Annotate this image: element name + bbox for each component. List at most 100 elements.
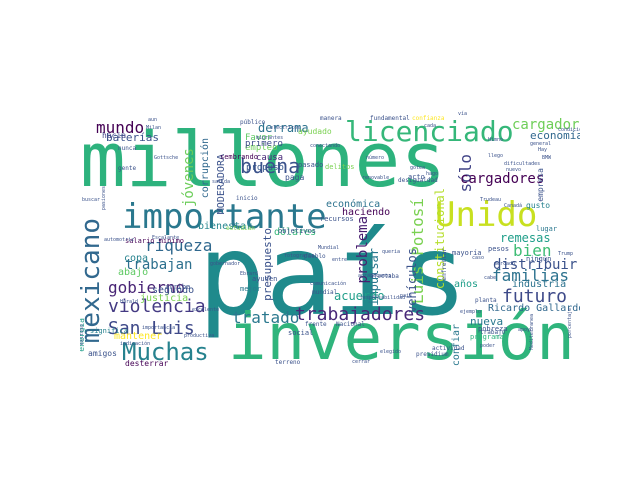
word: tratado (232, 308, 300, 327)
word: salida (212, 179, 231, 185)
word: actividad (432, 345, 465, 352)
word: sembrando (220, 153, 258, 161)
word: Mundial (318, 245, 340, 251)
word: abajo (118, 267, 149, 278)
word: cada (424, 123, 437, 129)
word: nueva (470, 315, 504, 328)
word: millones (80, 115, 447, 204)
word: años (454, 279, 479, 290)
word: fundamental (370, 115, 410, 122)
word: buena (240, 154, 301, 178)
word: objetivos (278, 227, 316, 235)
word: delitos (325, 163, 355, 171)
word: queria (382, 249, 401, 255)
word-cloud: país millones inversión importante Unido… (80, 98, 580, 372)
word: general (530, 141, 552, 147)
word: dólares (274, 227, 317, 238)
word: confianza (412, 115, 445, 122)
word: dificultades (504, 161, 541, 167)
word: terreno (275, 359, 301, 366)
word: programa (470, 333, 504, 341)
word: Harald (120, 299, 139, 305)
word: pais (400, 293, 413, 299)
word: mayoría (452, 249, 482, 257)
word: violencia (108, 296, 206, 317)
word: familias (492, 266, 570, 285)
word: agradecemos (358, 273, 392, 279)
word: derrama (258, 121, 309, 135)
word: responsabilidad (360, 295, 406, 301)
word: bien (513, 241, 552, 260)
word: aun (148, 117, 158, 123)
word: hacia (102, 131, 127, 140)
word: trabajan (125, 257, 193, 273)
word: remesas (500, 231, 551, 245)
word: económica (326, 199, 381, 210)
word: desterrar (125, 359, 169, 368)
word: automotriz (104, 237, 135, 243)
word: cargador (512, 117, 580, 133)
word: Ebrard (240, 271, 259, 277)
word: Gottsche (154, 155, 179, 161)
word: mundial (312, 289, 338, 296)
word: distribuir (493, 257, 578, 273)
word: empresa (536, 168, 545, 202)
word: mantener (114, 331, 163, 342)
word: nunca (118, 145, 137, 152)
word: afectaba (370, 273, 399, 280)
word: propuso (246, 163, 284, 173)
word: excelente (192, 307, 220, 313)
word: Milan (146, 125, 162, 131)
word: industria (512, 279, 567, 290)
word: social (288, 329, 314, 337)
word: significa (90, 327, 128, 335)
word: economía (530, 129, 580, 142)
word: Trudeau (480, 197, 502, 203)
word: renovable (362, 175, 390, 181)
word: jóvenes (181, 148, 197, 208)
word: mejor (240, 285, 262, 293)
word: empleo (245, 143, 278, 153)
word: ayudado (298, 127, 332, 136)
word: frente (305, 321, 327, 328)
word: vía (458, 111, 468, 117)
word: mundo (96, 118, 145, 137)
word: porcentaje (567, 308, 573, 339)
word: San Luis (108, 318, 195, 339)
word: recursos (320, 215, 354, 223)
word: salario mínimo (125, 237, 185, 245)
word: bienestar (198, 221, 253, 232)
word: futuro (502, 286, 568, 307)
word: paga (285, 173, 305, 182)
word: pesos (488, 245, 510, 253)
word: inicio (236, 195, 258, 202)
word: gotea (410, 165, 426, 171)
word: gobierno (108, 278, 186, 297)
word: importancia (142, 325, 176, 331)
word: enfrentar (441, 248, 448, 281)
word: ningún (526, 255, 552, 263)
word: primero (245, 139, 283, 149)
word: buscar (82, 197, 101, 203)
word: número (366, 155, 385, 161)
word: Favor (245, 133, 273, 143)
word: condiciones (558, 127, 580, 133)
word: cabe (484, 275, 497, 281)
word: pobreza (478, 325, 508, 333)
word: elegido (380, 349, 402, 355)
word: desigualdad (398, 177, 438, 184)
word: eléctricos (270, 125, 301, 131)
word: mercado (494, 261, 516, 267)
word: importante (122, 197, 327, 237)
word: gente (118, 165, 137, 172)
word: exitoso (80, 324, 85, 346)
word: cargadores (460, 171, 545, 187)
word: acuerdo (334, 289, 385, 303)
word: público (240, 119, 266, 126)
word: acto (408, 173, 425, 181)
word: pasado (298, 161, 324, 169)
word: gobernador (210, 261, 241, 267)
word: gusto (526, 201, 551, 210)
word: indicación (120, 341, 151, 347)
word: poder (480, 343, 496, 349)
